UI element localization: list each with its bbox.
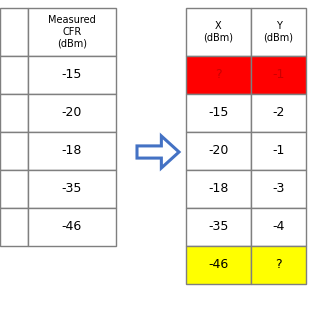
Polygon shape xyxy=(137,136,179,168)
Bar xyxy=(28,8,116,56)
Bar xyxy=(0,94,28,132)
Bar xyxy=(0,170,28,208)
Text: Y
(dBm): Y (dBm) xyxy=(263,21,293,43)
Bar xyxy=(251,8,306,56)
Text: -20: -20 xyxy=(208,145,229,157)
Text: -46: -46 xyxy=(208,259,228,271)
Text: -46: -46 xyxy=(62,220,82,234)
Bar xyxy=(0,208,28,246)
Bar xyxy=(28,56,116,94)
Bar xyxy=(251,132,306,170)
Bar xyxy=(28,94,116,132)
Text: -15: -15 xyxy=(208,107,229,119)
Bar xyxy=(28,208,116,246)
Bar xyxy=(251,170,306,208)
Bar xyxy=(251,56,306,94)
Bar xyxy=(28,132,116,170)
Text: Measured
CFR
(dBm): Measured CFR (dBm) xyxy=(48,15,96,49)
Text: -15: -15 xyxy=(62,68,82,82)
Bar xyxy=(186,170,251,208)
Text: -18: -18 xyxy=(208,182,229,196)
Text: -35: -35 xyxy=(208,220,229,234)
Text: X
(dBm): X (dBm) xyxy=(204,21,234,43)
Bar xyxy=(28,170,116,208)
Bar xyxy=(186,246,251,284)
Text: -2: -2 xyxy=(272,107,285,119)
Bar xyxy=(0,132,28,170)
Bar xyxy=(186,132,251,170)
Text: ?: ? xyxy=(215,68,222,82)
Bar xyxy=(251,208,306,246)
Text: -4: -4 xyxy=(272,220,285,234)
Text: -3: -3 xyxy=(272,182,285,196)
Text: -20: -20 xyxy=(62,107,82,119)
Bar xyxy=(0,56,28,94)
Text: -1: -1 xyxy=(272,145,285,157)
Bar xyxy=(251,94,306,132)
Text: ?: ? xyxy=(275,259,282,271)
Bar xyxy=(186,208,251,246)
Bar xyxy=(186,94,251,132)
Bar xyxy=(251,246,306,284)
Bar xyxy=(186,56,251,94)
Bar xyxy=(0,8,28,56)
Text: -18: -18 xyxy=(62,145,82,157)
Bar xyxy=(186,8,251,56)
Text: -1: -1 xyxy=(272,68,285,82)
Text: -35: -35 xyxy=(62,182,82,196)
